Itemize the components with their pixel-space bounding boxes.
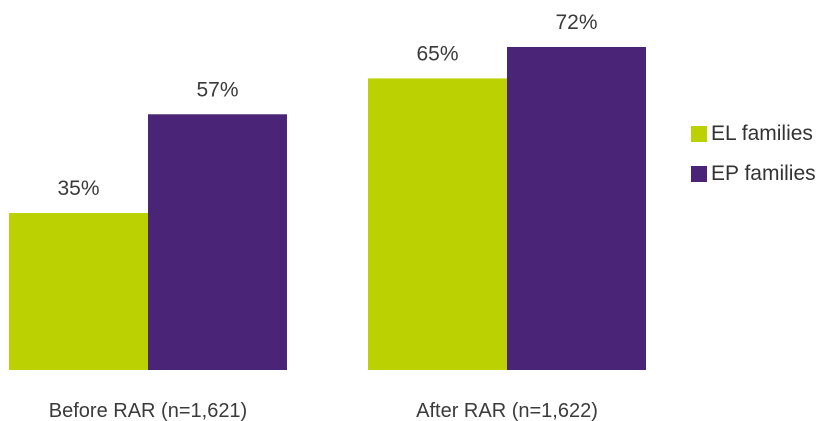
data-label-ep-0: 57% [196,78,238,101]
legend-swatch-el [691,126,707,142]
data-label-el-0: 35% [57,177,99,200]
data-label-ep-1: 72% [555,11,597,34]
legend-label-el: EL families [711,122,813,145]
bar-el-0 [9,212,148,370]
bar-ep-1 [507,47,646,370]
legend-item-ep: EP families [691,162,816,186]
data-label-el-1: 65% [416,42,458,65]
legend-swatch-ep [691,166,707,182]
legend: EL families EP families [691,122,816,202]
category-label-1: After RAR (n=1,622) [416,400,598,421]
category-label-0: Before RAR (n=1,621) [49,400,247,421]
legend-item-el: EL families [691,122,816,146]
bar-ep-0 [148,114,287,371]
legend-label-ep: EP families [711,162,816,185]
bar-el-1 [368,78,507,371]
